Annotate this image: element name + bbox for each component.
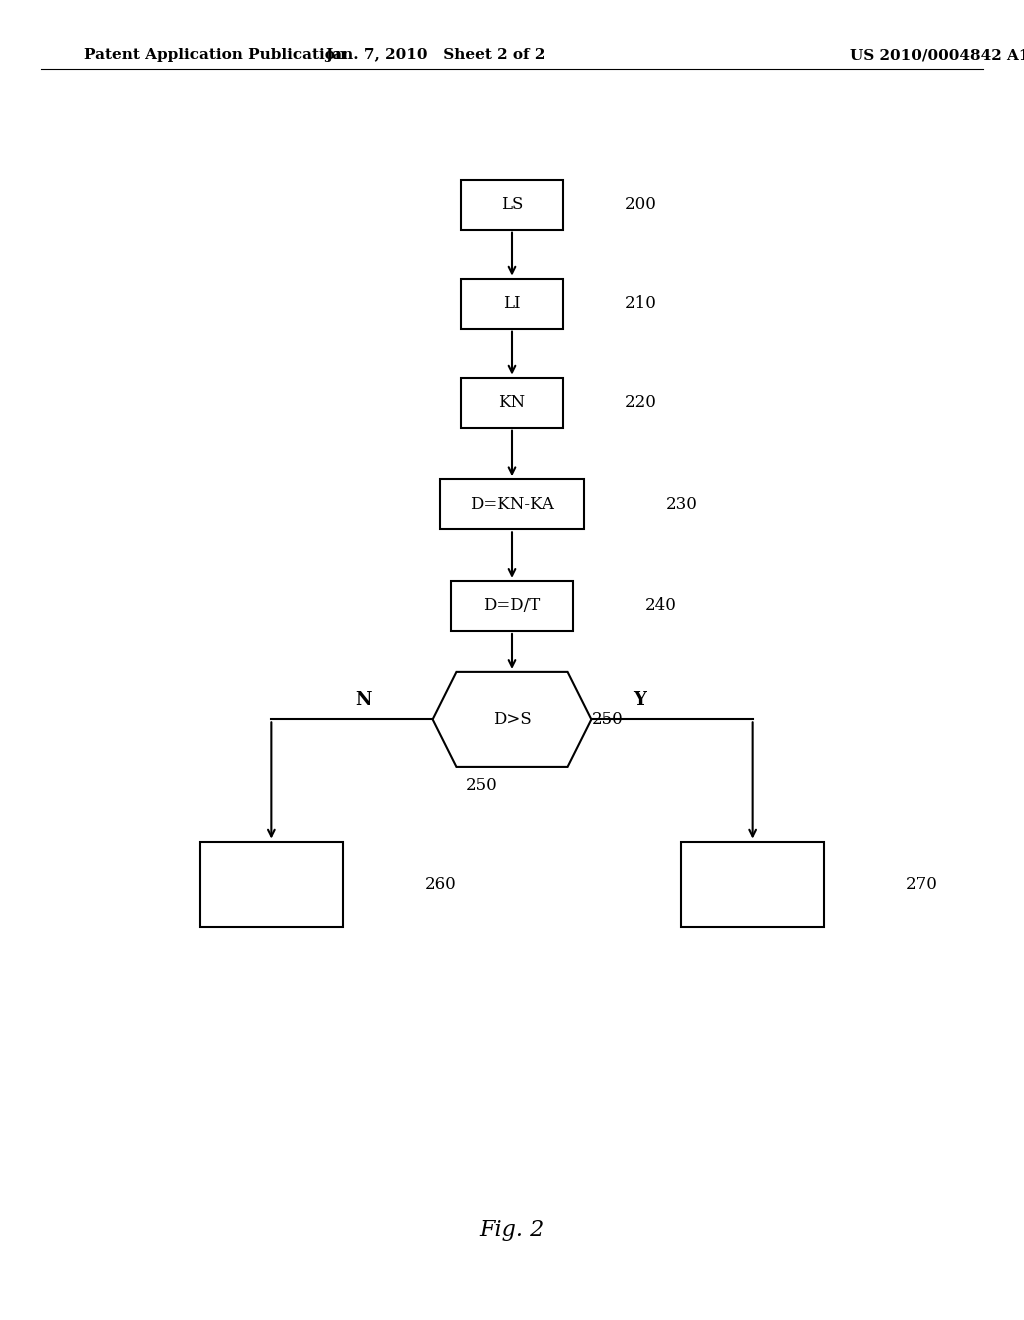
Text: US 2010/0004842 A1: US 2010/0004842 A1 [850, 49, 1024, 62]
Text: Patent Application Publication: Patent Application Publication [84, 49, 346, 62]
Bar [200, 842, 343, 927]
Text: Fig. 2: Fig. 2 [479, 1220, 545, 1241]
Text: 250: 250 [592, 711, 624, 727]
Bar [451, 581, 573, 631]
Bar [681, 842, 824, 927]
Text: 260: 260 [425, 876, 457, 892]
Bar [461, 180, 563, 230]
Bar [461, 279, 563, 329]
Text: 270: 270 [906, 876, 938, 892]
Text: D=KN-KA: D=KN-KA [470, 496, 554, 512]
Text: 240: 240 [645, 598, 677, 614]
Text: LI: LI [503, 296, 521, 312]
Bar [461, 378, 563, 428]
Text: 230: 230 [666, 496, 697, 512]
Polygon shape [432, 672, 592, 767]
Text: KN: KN [499, 395, 525, 411]
Text: 250: 250 [466, 777, 498, 793]
Text: D=D/T: D=D/T [483, 598, 541, 614]
Text: 220: 220 [625, 395, 656, 411]
Text: D>S: D>S [493, 711, 531, 727]
Text: LS: LS [501, 197, 523, 213]
Text: N: N [355, 690, 372, 709]
Bar [440, 479, 584, 529]
Text: Jan. 7, 2010   Sheet 2 of 2: Jan. 7, 2010 Sheet 2 of 2 [325, 49, 546, 62]
Text: 200: 200 [625, 197, 656, 213]
Text: Y: Y [634, 690, 646, 709]
Text: 210: 210 [625, 296, 656, 312]
